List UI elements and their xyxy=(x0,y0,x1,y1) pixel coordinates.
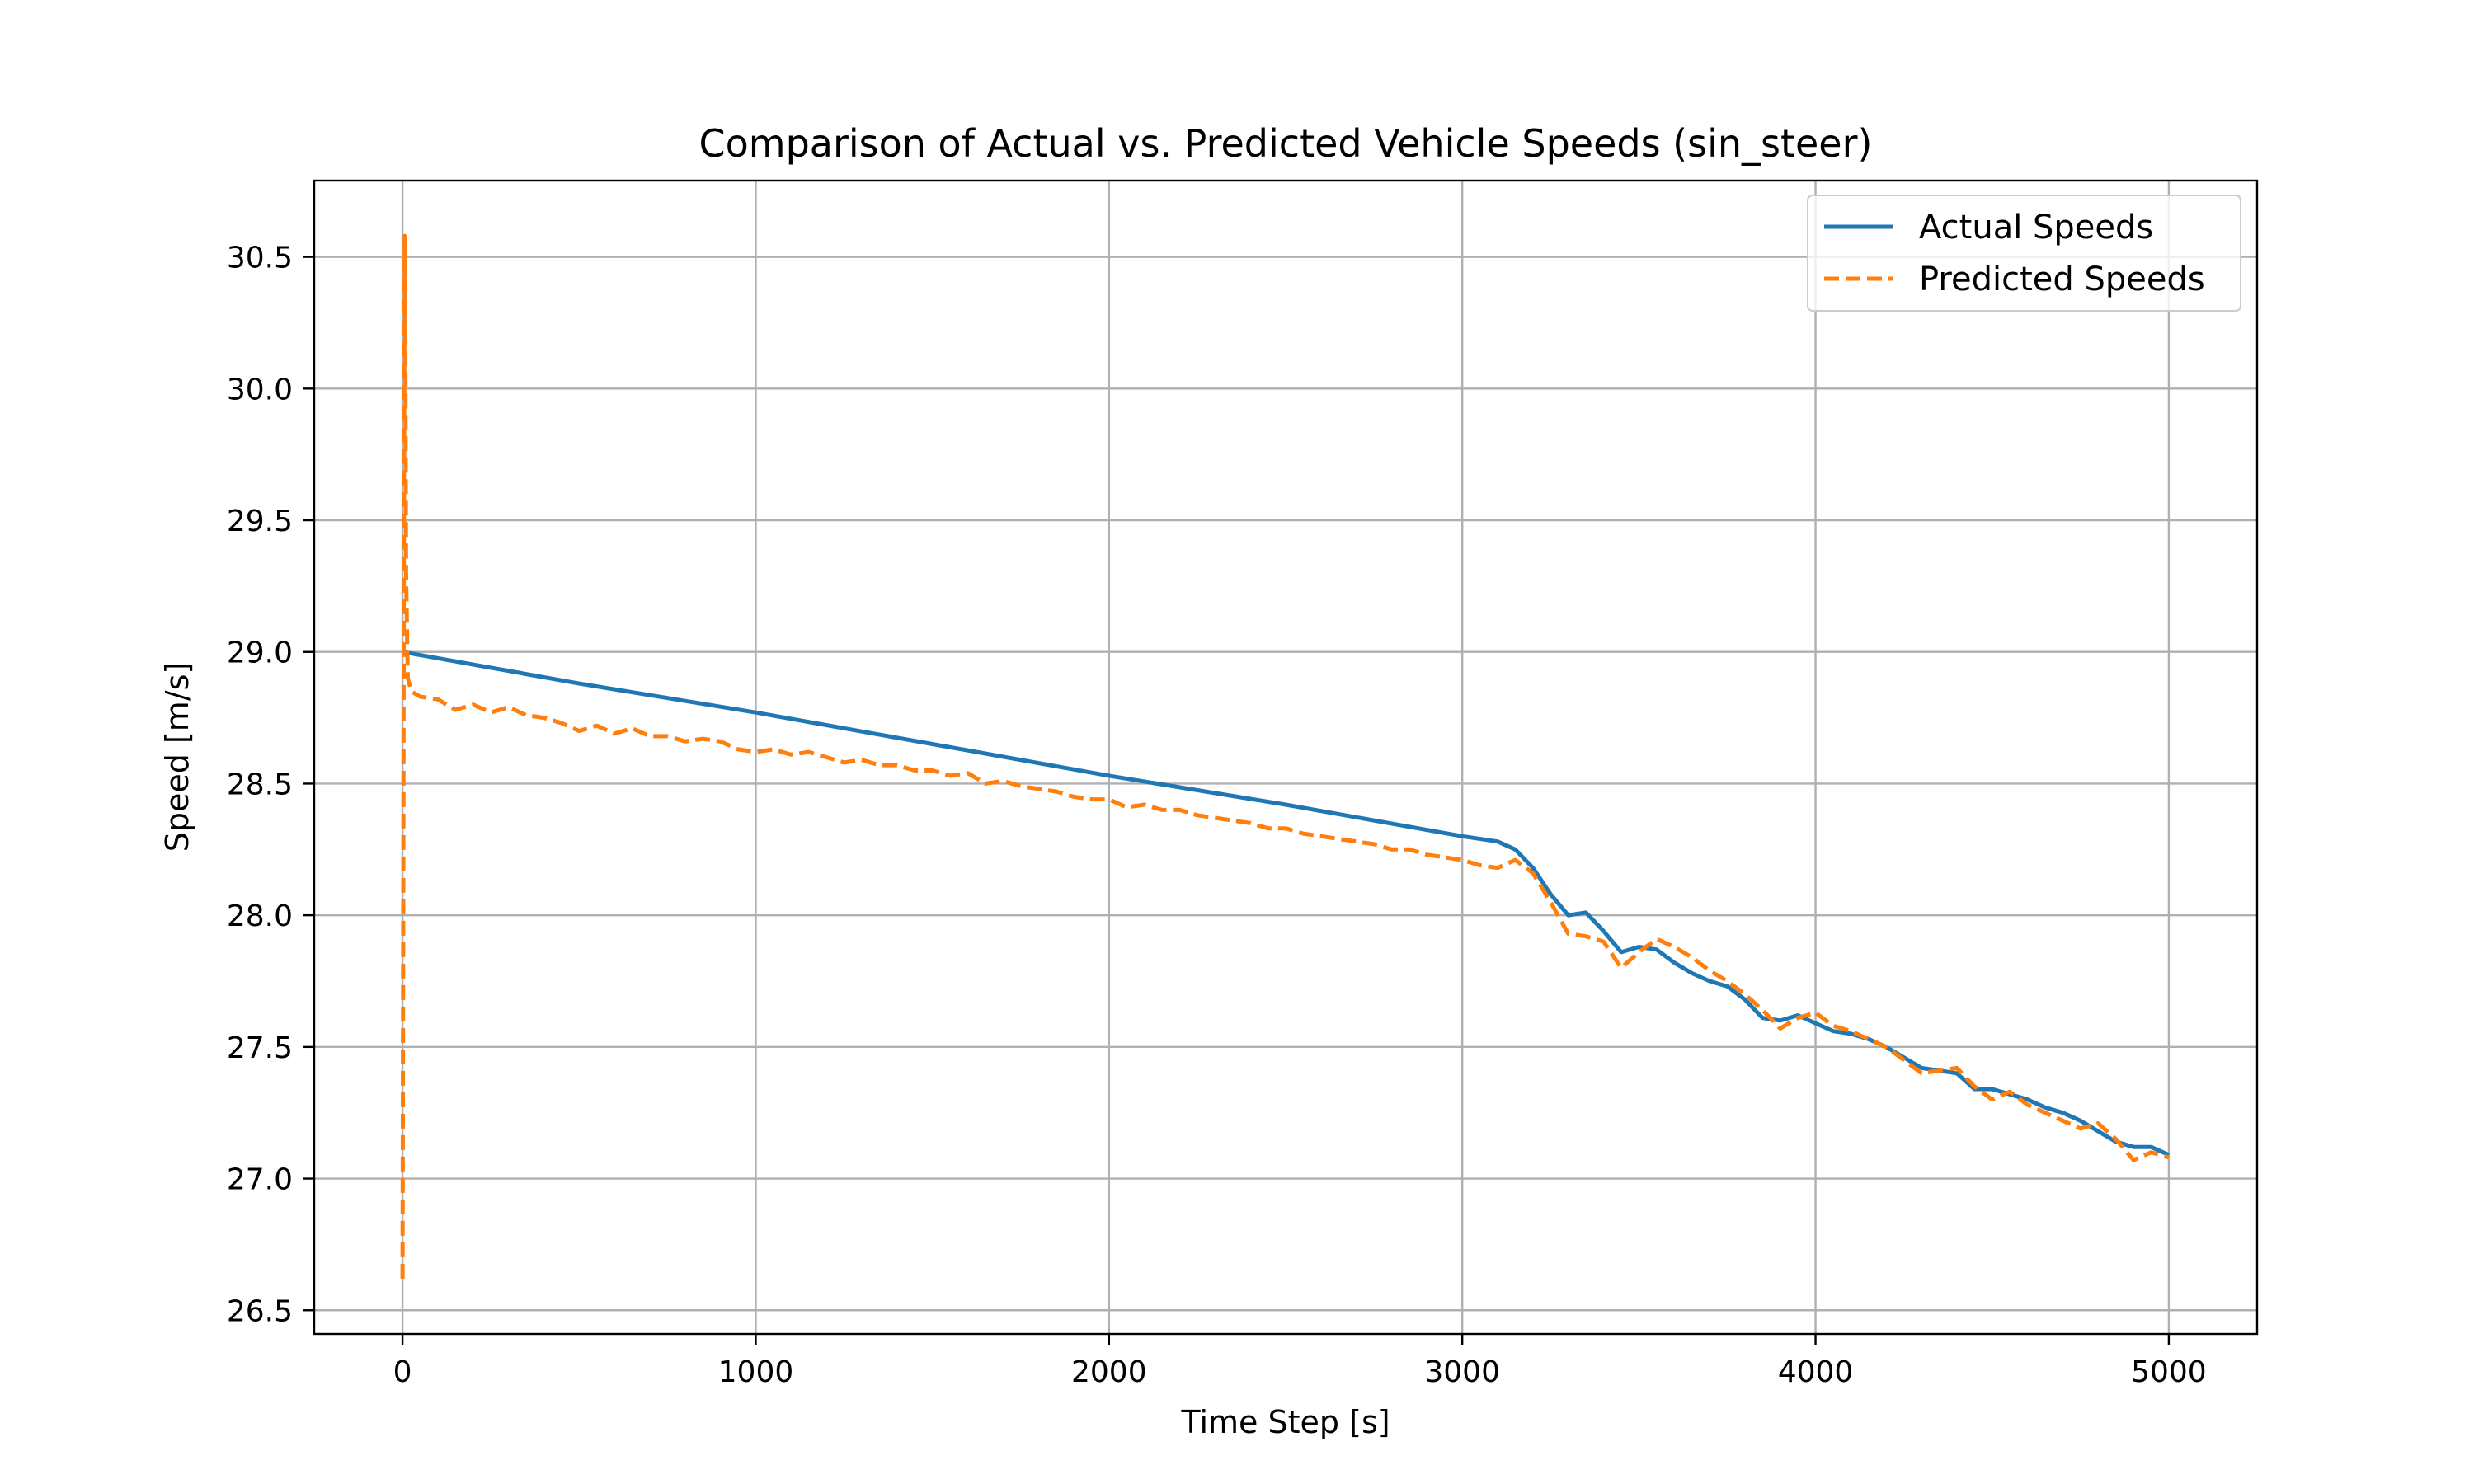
legend: Actual Speeds Predicted Speeds xyxy=(1807,195,2241,312)
y-tick-label: 27.5 xyxy=(227,1031,293,1065)
y-tick-label: 26.5 xyxy=(227,1294,293,1328)
plot-frame xyxy=(313,179,2259,1336)
x-tick-label: 0 xyxy=(393,1355,412,1389)
plot-series xyxy=(400,233,2170,1279)
axis-ticks: 0 1000 2000 3000 4000 5000 26.5 27.0 27.5 28.0 28.… xyxy=(227,242,2207,1389)
y-tick-label: 30.5 xyxy=(227,242,293,275)
y-tick-label: 29.0 xyxy=(227,636,293,670)
x-tick-label: 4000 xyxy=(1778,1355,1854,1389)
predicted-speeds-line xyxy=(400,233,2170,1279)
grid-lines xyxy=(314,181,2257,1334)
x-axis-label: Time Step [s] xyxy=(1180,1404,1390,1440)
y-tick-label: 28.0 xyxy=(227,899,293,933)
legend-box xyxy=(1807,195,2241,312)
x-tick-label: 5000 xyxy=(2131,1355,2207,1389)
x-tick-label: 1000 xyxy=(718,1355,794,1389)
y-tick-label: 27.0 xyxy=(227,1163,293,1197)
legend-label-actual: Actual Speeds xyxy=(1919,209,2153,247)
chart-title: Comparison of Actual vs. Predicted Vehic… xyxy=(699,121,1873,166)
x-tick-label: 2000 xyxy=(1071,1355,1147,1389)
legend-label-predicted: Predicted Speeds xyxy=(1919,261,2205,298)
y-tick-label: 29.5 xyxy=(227,505,293,538)
y-tick-label: 28.5 xyxy=(227,768,293,801)
y-axis-label: Speed [m/s] xyxy=(159,662,195,852)
x-tick-label: 3000 xyxy=(1424,1355,1500,1389)
y-tick-label: 30.0 xyxy=(227,373,293,406)
